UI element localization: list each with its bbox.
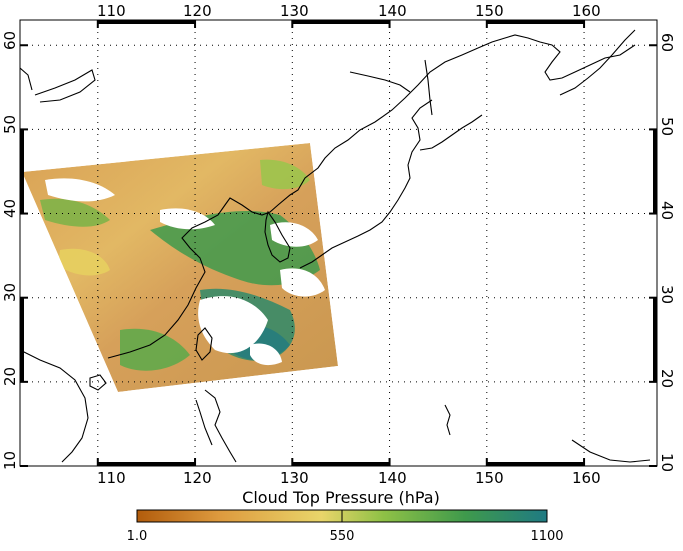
lon-labels-bottom: 110 120 130 140 150 160 [97,469,601,487]
lat-labels-right: 10 20 30 40 50 60 [658,33,676,472]
frame-segment [20,297,24,382]
graticule [20,20,657,466]
frame-ticks [20,20,657,467]
lon-label-130-top: 130 [280,2,309,20]
lat-label-50-right: 50 [658,117,676,136]
lon-labels-top: 110 120 130 140 150 160 [97,2,601,20]
lat-label-40-right: 40 [658,201,676,220]
colorbar-max-label: 1100 [530,529,563,544]
lat-label-30-left: 30 [1,283,19,302]
cloud-top-pressure-swath [22,143,338,392]
lat-label-20-left: 20 [1,367,19,386]
colorbar-title: Cloud Top Pressure (hPa) [242,488,440,507]
frame-segment [292,20,390,24]
frame-segment [20,129,24,214]
lon-label-120-bottom: 120 [183,469,212,487]
colorbar: Cloud Top Pressure (hPa) 1.0 550 1100 [127,488,564,544]
lon-label-160-bottom: 160 [572,469,601,487]
lat-label-60-left: 60 [1,31,19,50]
frame-segment [486,20,585,24]
frame-segment [97,462,196,466]
lon-label-120-top: 120 [183,2,212,20]
lat-label-40-left: 40 [1,199,19,218]
lon-label-160-top: 160 [572,2,601,20]
frame-segment [653,129,657,214]
lon-label-110-top: 110 [97,2,126,20]
lon-label-150-top: 150 [475,2,504,20]
lat-label-30-right: 30 [658,285,676,304]
frame-segment [292,462,390,466]
lat-label-10-right: 10 [658,453,676,472]
frame-segment [486,462,585,466]
colorbar-mid-label: 550 [330,529,355,544]
lon-label-150-bottom: 150 [475,469,504,487]
lat-labels-left: 10 20 30 40 50 60 [1,31,19,470]
lon-label-110-bottom: 110 [97,469,126,487]
colorbar-min-label: 1.0 [127,529,148,544]
lat-label-50-left: 50 [1,115,19,134]
coastlines [20,29,651,463]
frame-segment [97,20,196,24]
lon-label-140-top: 140 [378,2,407,20]
frame-segment [653,297,657,382]
lon-label-130-bottom: 130 [280,469,309,487]
lat-label-20-right: 20 [658,369,676,388]
lon-label-140-bottom: 140 [378,469,407,487]
lat-label-10-left: 10 [1,451,19,470]
lat-label-60-right: 60 [658,33,676,52]
